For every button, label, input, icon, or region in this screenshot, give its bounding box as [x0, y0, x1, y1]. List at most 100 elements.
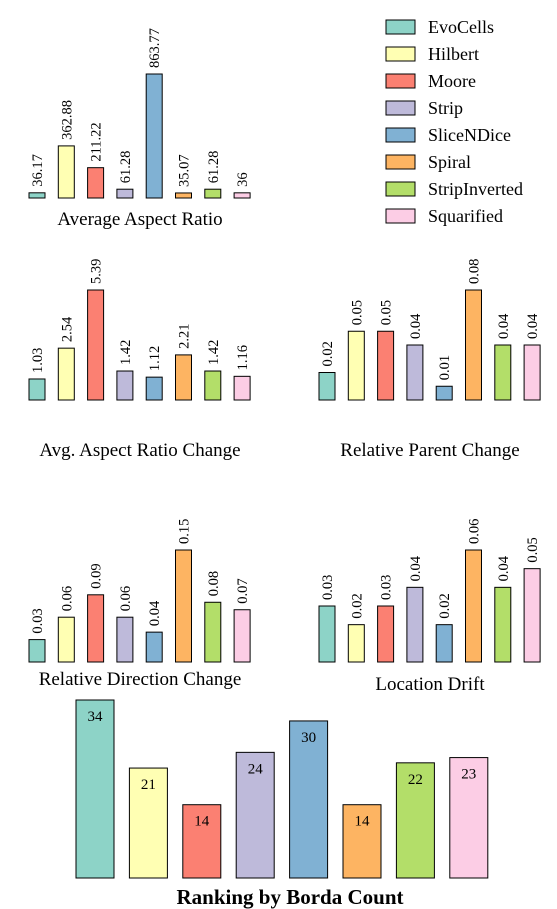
- bar-slicendice: [145, 631, 163, 663]
- legend-swatch: [385, 181, 416, 197]
- bar-moore: [377, 605, 395, 663]
- bar-evocells: [28, 378, 46, 401]
- bar-stripinverted: [494, 344, 512, 401]
- legend: EvoCells Hilbert Moore Strip SliceNDice Spira…: [385, 17, 523, 226]
- value-label-strip: 1.42: [118, 340, 134, 365]
- value-label-spiral: 0.06: [467, 519, 483, 544]
- bar-hilbert: [57, 145, 75, 199]
- value-label-stripinverted: 1.42: [206, 340, 222, 365]
- chart-location-drift: 0.03 0.02 0.03 0.04 0.02 0.06 0.04 0.05 Location…: [318, 519, 541, 695]
- value-label-spiral: 35.07: [177, 154, 193, 187]
- legend-label: Strip: [428, 98, 463, 118]
- chart-title: Average Aspect Ratio: [57, 209, 222, 230]
- value-label-hilbert: 0.05: [349, 300, 365, 325]
- value-label-slicendice: 0.02: [437, 593, 453, 618]
- value-label-squarified: 0.04: [525, 313, 541, 339]
- legend-item-spiral: Spiral: [385, 152, 471, 172]
- bar-moore: [182, 804, 222, 879]
- legend-item-moore: Moore: [385, 71, 476, 91]
- chart-avg-aspect-ratio-change: 1.03 2.54 5.39 1.42 1.12 2.21 1.42 1.16 Avg. Asp…: [28, 259, 251, 461]
- value-label-evocells: 0.03: [320, 575, 336, 600]
- legend-label: Hilbert: [428, 44, 479, 64]
- value-label-stripinverted: 0.04: [496, 313, 512, 339]
- chart-title: Ranking by Borda Count: [177, 885, 404, 909]
- bar-slicendice: [289, 720, 329, 879]
- bar-evocells: [318, 372, 336, 401]
- value-label-stripinverted: 0.08: [206, 571, 222, 596]
- chart-title: Relative Direction Change: [39, 669, 242, 690]
- bar-spiral: [465, 549, 482, 663]
- bar-strip: [235, 751, 275, 879]
- bar-moore: [377, 330, 395, 401]
- value-label-hilbert: 21: [141, 777, 156, 793]
- value-label-squarified: 36: [235, 172, 251, 187]
- legend-item-slicendice: SliceNDice: [385, 125, 511, 145]
- legend-item-evocells: EvoCells: [385, 17, 494, 37]
- bar-strip: [406, 586, 424, 663]
- value-label-hilbert: 2.54: [59, 316, 75, 342]
- bar-slicendice: [145, 376, 163, 401]
- bar-spiral: [175, 192, 192, 199]
- bar-squarified: [233, 609, 251, 663]
- value-label-spiral: 0.15: [177, 519, 193, 544]
- bar-strip: [116, 370, 134, 401]
- bar-moore: [87, 289, 105, 401]
- bar-strip: [406, 344, 424, 401]
- value-label-stripinverted: 0.04: [496, 555, 512, 581]
- legend-item-hilbert: Hilbert: [385, 44, 479, 64]
- bar-slicendice: [435, 624, 453, 663]
- bar-evocells: [75, 699, 115, 879]
- bar-evocells: [28, 639, 46, 663]
- legend-item-stripinverted: StripInverted: [385, 179, 523, 199]
- bar-moore: [87, 167, 105, 199]
- bar-slicendice: [145, 73, 163, 199]
- value-label-evocells: 0.03: [30, 608, 46, 633]
- value-label-evocells: 34: [88, 709, 104, 725]
- bar-spiral: [175, 354, 192, 401]
- bar-spiral: [342, 804, 382, 879]
- legend-label: EvoCells: [428, 17, 494, 37]
- bar-squarified: [233, 375, 251, 401]
- legend-swatch: [385, 46, 416, 62]
- value-label-moore: 14: [194, 814, 210, 830]
- value-label-stripinverted: 22: [408, 772, 423, 788]
- chart-title: Avg. Aspect Ratio Change: [39, 440, 240, 461]
- bar-stripinverted: [395, 762, 435, 879]
- bar-squarified: [233, 192, 251, 199]
- value-label-hilbert: 362.88: [59, 100, 75, 140]
- value-label-strip: 0.04: [408, 313, 424, 339]
- value-label-slicendice: 0.04: [147, 600, 163, 626]
- legend-swatch: [385, 19, 416, 35]
- bar-squarified: [449, 757, 489, 879]
- bar-evocells: [28, 192, 46, 199]
- legend-swatch: [385, 100, 416, 116]
- legend-item-squarified: Squarified: [385, 206, 503, 226]
- bar-evocells: [318, 605, 336, 663]
- bar-stripinverted: [204, 601, 222, 663]
- chart-relative-direction-change: 0.03 0.06 0.09 0.06 0.04 0.15 0.08 0.07 Relative…: [28, 519, 251, 690]
- chart-ranking-by-borda-count: 34 21 14 24 30 14 22 23 Ranking by Borda Count: [75, 699, 489, 909]
- value-label-moore: 211.22: [89, 122, 105, 161]
- chart-average-aspect-ratio: 36.17 362.88 211.22 61.28 863.77 35.07 61.28 36…: [28, 28, 251, 230]
- legend-label: StripInverted: [428, 179, 523, 199]
- bar-strip: [116, 188, 134, 199]
- legend-swatch: [385, 127, 416, 143]
- legend-label: Squarified: [428, 206, 503, 226]
- value-label-spiral: 0.08: [467, 259, 483, 284]
- bar-spiral: [175, 549, 192, 663]
- value-label-strip: 24: [248, 761, 264, 777]
- legend-label: Spiral: [428, 152, 471, 172]
- value-label-squarified: 23: [461, 767, 476, 783]
- chart-relative-parent-change: 0.02 0.05 0.05 0.04 0.01 0.08 0.04 0.04 Relative…: [318, 259, 541, 461]
- value-label-squarified: 0.05: [525, 537, 541, 562]
- value-label-squarified: 1.16: [235, 345, 251, 370]
- value-label-spiral: 14: [355, 814, 371, 830]
- value-label-moore: 0.05: [379, 300, 395, 325]
- value-label-moore: 0.09: [89, 563, 105, 588]
- bar-squarified: [523, 568, 541, 663]
- bar-moore: [87, 594, 105, 663]
- bar-strip: [116, 616, 134, 663]
- value-label-strip: 0.06: [118, 586, 134, 611]
- bar-spiral: [465, 289, 482, 401]
